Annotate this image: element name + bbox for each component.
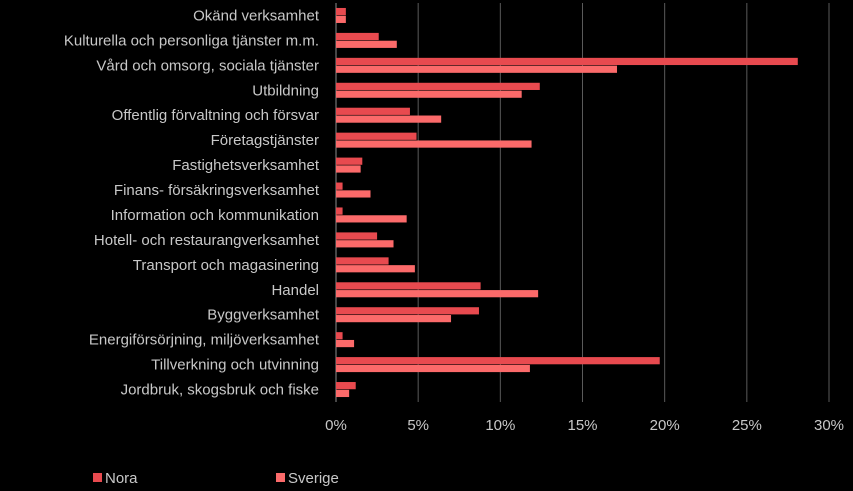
category-label: Jordbruk, skogsbruk och fiske [121,382,319,399]
bar-nora [336,257,389,265]
category-label: Tillverkning och utvinning [151,357,319,374]
bar-sverige [336,215,407,223]
bar-nora [336,282,481,290]
bar-nora [336,32,379,41]
x-tick-label: 0% [325,417,347,434]
bar-sverige [336,190,371,198]
category-label: Energiförsörjning, miljöverksamhet [89,332,320,349]
bar-nora [336,157,363,165]
bar-nora [336,107,410,115]
x-tick-label: 30% [814,417,844,434]
bar-nora [336,182,343,190]
bar-sverige [336,389,350,398]
bars [336,7,798,398]
category-labels: Okänd verksamhet Kulturella och personlig… [64,7,320,398]
bar-sverige [336,240,394,248]
x-tick-label: 10% [485,417,515,434]
bar-nora [336,357,660,365]
legend-label-sverige: Sverige [288,470,339,487]
x-tick-label: 15% [567,417,597,434]
category-label: Handel [271,282,319,299]
bar-sverige [336,364,530,373]
category-label: Företagstjänster [211,132,319,149]
bar-nora [336,232,378,240]
category-label: Transport och magasinering [133,257,319,274]
legend: Nora Sverige [93,470,339,487]
x-tick-label: 20% [650,417,680,434]
bar-sverige [336,339,355,348]
bar-sverige [336,140,532,148]
category-label: Information och kommunikation [111,207,319,224]
bar-nora [336,207,343,215]
legend-swatch-nora [93,473,102,482]
bar-sverige [336,115,442,123]
x-tick-label: 5% [407,417,429,434]
category-label: Vård och omsorg, sociala tjänster [96,57,319,74]
bar-sverige [336,290,539,298]
legend-swatch-sverige [276,473,285,482]
category-label: Hotell- och restaurangverksamhet [94,232,320,249]
bar-nora [336,132,417,140]
bar-nora [336,382,356,390]
category-label: Okänd verksamhet [193,7,320,24]
category-label: Finans- försäkringsverksamhet [114,182,320,199]
bar-sverige [336,165,361,173]
category-label: Utbildning [252,82,319,99]
category-label: Fastighetsverksamhet [172,157,320,174]
bar-nora [336,82,540,90]
x-tick-labels: 0% 5% 10% 15% 20% 25% 30% [325,417,844,434]
legend-label-nora: Nora [105,470,138,487]
bar-nora [336,307,479,315]
category-label: Kulturella och personliga tjänster m.m. [64,32,319,49]
bar-sverige [336,15,346,23]
bar-nora [336,57,798,66]
bar-sverige [336,65,618,73]
bar-sverige [336,265,415,273]
bar-nora [336,7,346,16]
bar-sverige [336,315,452,323]
x-tick-label: 25% [732,417,762,434]
bar-sverige [336,40,397,48]
category-label: Offentlig förvaltning och försvar [112,107,319,124]
bar-nora [336,332,343,340]
bar-sverige [336,90,522,98]
category-label: Byggverksamhet [207,307,320,324]
